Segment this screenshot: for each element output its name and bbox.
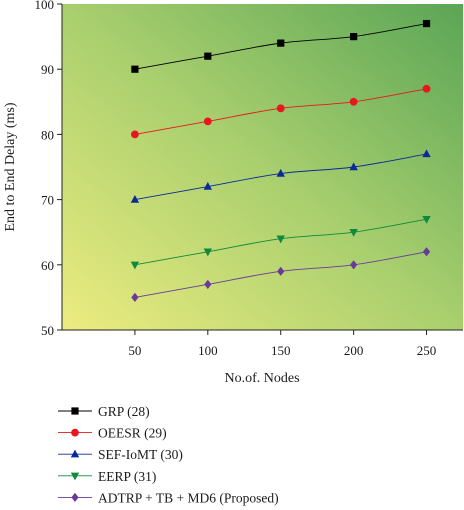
data-point-3-2 [203,181,213,190]
data-point-2-3 [276,104,285,113]
legend-item-1: GRP (28) [58,404,150,419]
data-point-4-1 [130,261,140,270]
series-5 [131,247,431,302]
data-point-1-3 [277,39,285,47]
data-point-1-2 [204,52,212,60]
data-point-1-5 [422,19,431,28]
legend-item-5: ADTRP + TB + MD6 (Proposed) [58,490,279,505]
x-tick-label: 150 [271,343,291,358]
legend-label: EERP (31) [98,469,156,484]
data-point-3-4 [349,162,358,171]
data-point-1-4 [350,33,358,41]
data-point-1-1 [131,65,139,73]
y-tick-label: 60 [41,258,54,273]
data-point-3-1 [130,195,140,203]
plot-area [62,4,463,330]
y-tick-label: 50 [41,323,54,338]
y-tick-label: 90 [41,62,54,77]
series-2 [131,84,431,139]
x-tick-label: 50 [128,343,141,358]
y-tick-label: 70 [41,193,54,208]
legend-label: SEF-IoMT (30) [98,447,183,462]
data-point-5-2 [204,279,212,289]
data-point-2-1 [131,130,139,139]
series-4 [130,215,431,270]
series-layer [130,19,431,302]
data-point-2-4 [349,97,358,106]
x-tick-label: 100 [198,343,218,358]
legend-label: OEESR (29) [98,426,167,441]
x-tick-label: 250 [417,343,437,358]
legend-label: GRP (28) [98,404,150,419]
data-point-4-2 [203,248,213,257]
legend-marker [71,407,79,415]
series-1 [131,19,431,73]
data-point-2-2 [203,117,212,126]
data-point-3-5 [422,149,431,158]
legend-marker [70,472,80,481]
y-axis-title: End to End Delay (ms) [3,102,18,231]
legend-marker [71,428,79,437]
data-point-3-3 [276,168,285,177]
legend-marker [70,449,80,458]
legend-marker [71,492,79,502]
y-tick-label: 80 [41,127,54,142]
legend-label: ADTRP + TB + MD6 (Proposed) [98,490,279,505]
data-point-4-5 [422,215,431,224]
x-ticks: 50 100 150 200 250 [128,330,436,358]
y-ticks: 50 60 70 80 90 100 [35,0,62,338]
data-point-4-4 [349,229,358,237]
data-point-5-4 [350,260,358,270]
legend-item-4: EERP (31) [58,469,156,484]
legend: GRP (28) OEESR (29) SEF-IoMT (30) EERP (31)… [58,404,279,505]
y-tick-label: 100 [35,0,55,12]
x-tick-label: 200 [344,343,364,358]
data-point-5-1 [131,292,139,302]
data-point-2-5 [422,84,431,93]
data-point-5-5 [422,247,431,257]
series-3 [130,149,431,203]
legend-item-3: SEF-IoMT (30) [58,447,183,462]
data-point-5-3 [277,266,285,276]
data-point-4-3 [276,235,285,244]
x-axis-title: No.of. Nodes [224,371,299,386]
legend-item-2: OEESR (29) [58,426,167,441]
